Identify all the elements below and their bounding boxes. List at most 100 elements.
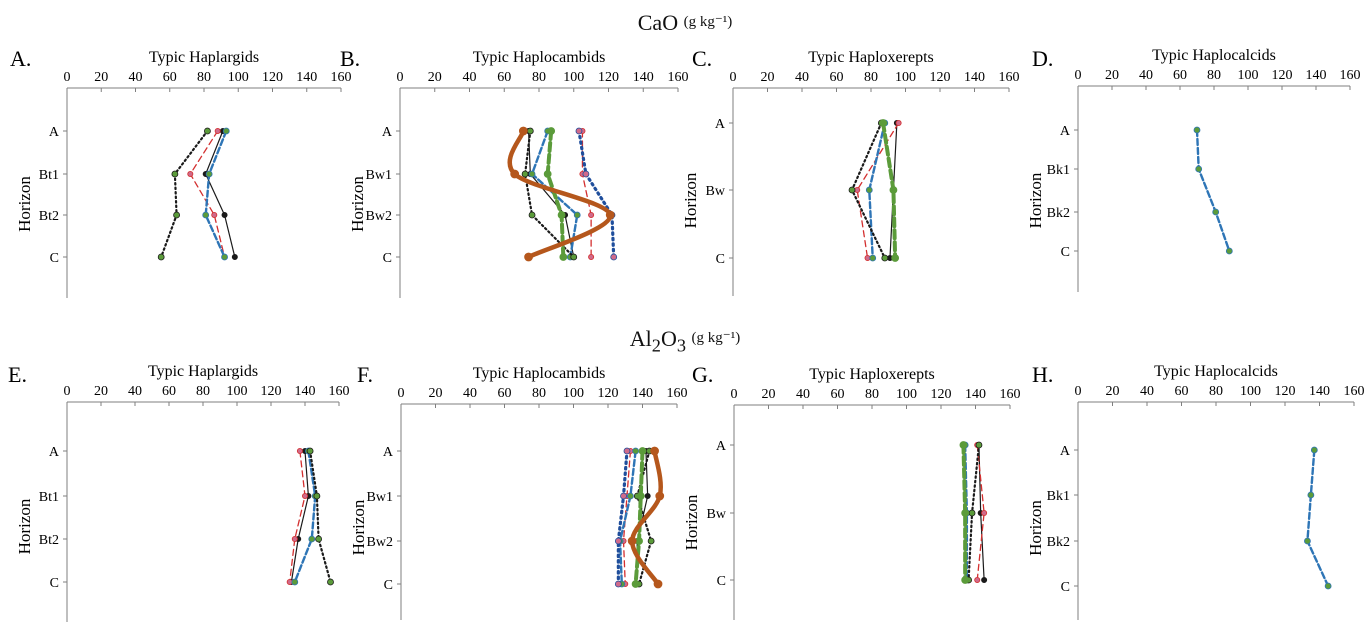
data-point — [647, 537, 655, 545]
x-tick-label: 140 — [296, 70, 317, 85]
x-tick-label: 40 — [128, 384, 142, 399]
x-tick-label: 120 — [1275, 384, 1296, 399]
x-tick-label: 100 — [228, 70, 249, 85]
horizon-label: Bt2 — [39, 533, 59, 548]
data-point — [632, 447, 639, 455]
panel-label: A. — [10, 46, 31, 71]
horizon-label: Bk1 — [1047, 163, 1070, 178]
data-point — [1193, 126, 1201, 134]
x-tick-label: 140 — [965, 387, 986, 402]
series-line-1 — [290, 450, 309, 583]
x-tick-label: 160 — [1000, 387, 1021, 402]
x-tick-label: 160 — [1340, 68, 1361, 83]
data-point — [879, 119, 887, 127]
x-tick-label: 0 — [731, 387, 738, 402]
data-point — [547, 127, 556, 135]
data-point — [557, 211, 566, 219]
x-tick-label: 40 — [796, 387, 810, 402]
data-point — [204, 127, 211, 135]
data-point — [301, 492, 308, 499]
series-line-5 — [545, 129, 566, 259]
chart-panel-c: C. Typic Haploxerepts 0 20 40 60 80 100 120 140 16… — [681, 46, 1020, 296]
series-line-2 — [581, 130, 592, 258]
data-point — [518, 126, 528, 136]
horizon-label: Bt2 — [39, 209, 59, 224]
series-line-6 — [616, 449, 629, 586]
x-tick-label: 60 — [497, 70, 511, 85]
x-tick-label: 40 — [463, 386, 477, 401]
series-line-2 — [856, 122, 900, 259]
series-line-4 — [309, 449, 332, 584]
series-line-2 — [289, 450, 306, 583]
data-point — [1307, 491, 1315, 499]
x-tick-label: 140 — [1309, 384, 1330, 399]
data-point — [521, 170, 529, 178]
x-tick-label: 40 — [795, 70, 809, 85]
data-point — [610, 253, 618, 261]
data-point — [588, 211, 595, 218]
data-point — [869, 254, 877, 262]
data-point — [895, 120, 902, 127]
data-point — [510, 169, 520, 179]
x-tick-label: 160 — [1344, 384, 1365, 399]
data-point — [1225, 247, 1233, 255]
chart-title: Typic Haplocalcids — [1152, 47, 1276, 64]
chart-title: Typic Haplocambids — [473, 365, 606, 382]
x-tick-label: 20 — [94, 384, 108, 399]
x-tick-label: 20 — [94, 70, 108, 85]
horizon-label: C — [717, 574, 726, 589]
x-tick-label: 0 — [730, 70, 737, 85]
data-point — [313, 492, 321, 500]
data-point — [891, 254, 900, 262]
x-tick-label: 120 — [262, 70, 283, 85]
x-tick-label: 60 — [162, 384, 176, 399]
data-point — [306, 447, 314, 455]
horizon-label: A — [382, 125, 393, 140]
y-axis-label: Horizon — [682, 494, 701, 550]
section-title-al2o3: Al2O3 (g kg⁻¹) — [0, 326, 1370, 356]
data-point — [211, 211, 218, 218]
x-tick-label: 0 — [397, 70, 404, 85]
data-point — [221, 253, 228, 261]
x-tick-label: 120 — [598, 70, 619, 85]
data-point — [1304, 537, 1311, 545]
series-line-3 — [293, 449, 317, 584]
panel-label: H. — [1032, 362, 1053, 387]
panel-label: E. — [8, 362, 27, 387]
data-point — [627, 536, 637, 546]
x-tick-label: 0 — [64, 70, 71, 85]
data-point — [575, 127, 583, 135]
chart-title: Typic Haploxerepts — [809, 366, 935, 383]
series-line-2 — [622, 450, 632, 585]
data-point — [214, 127, 221, 134]
panel-label: B. — [340, 46, 360, 71]
data-point — [881, 254, 889, 262]
x-tick-label: 20 — [1106, 384, 1120, 399]
x-tick-label: 100 — [563, 386, 584, 401]
y-axis-label: Horizon — [348, 176, 367, 232]
horizon-label: C — [1061, 580, 1070, 595]
series-line-7 — [629, 448, 663, 587]
data-point — [614, 580, 622, 588]
data-point — [221, 211, 228, 218]
data-point — [974, 577, 981, 584]
x-tick-label: 60 — [498, 386, 512, 401]
data-point — [582, 170, 590, 178]
section-name: CaO — [637, 10, 679, 35]
x-tick-label: 100 — [563, 70, 584, 85]
series-line-4 — [160, 129, 209, 259]
x-tick-label: 100 — [227, 384, 248, 399]
y-axis-label: Horizon — [1026, 500, 1045, 556]
data-point — [573, 211, 581, 219]
x-tick-label: 140 — [295, 384, 316, 399]
data-point — [231, 253, 238, 260]
data-point — [848, 186, 856, 194]
horizon-label: A — [49, 445, 60, 460]
horizon-label: Bw — [707, 507, 727, 522]
horizon-label: Bw1 — [366, 168, 392, 183]
series-line-6 — [577, 129, 616, 259]
chart-title: Typic Haplocambids — [473, 49, 606, 66]
x-tick-label: 120 — [261, 384, 282, 399]
x-tick-label: 0 — [1075, 68, 1082, 83]
